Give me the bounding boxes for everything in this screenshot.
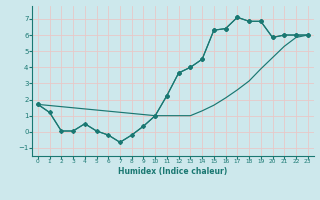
X-axis label: Humidex (Indice chaleur): Humidex (Indice chaleur) (118, 167, 228, 176)
